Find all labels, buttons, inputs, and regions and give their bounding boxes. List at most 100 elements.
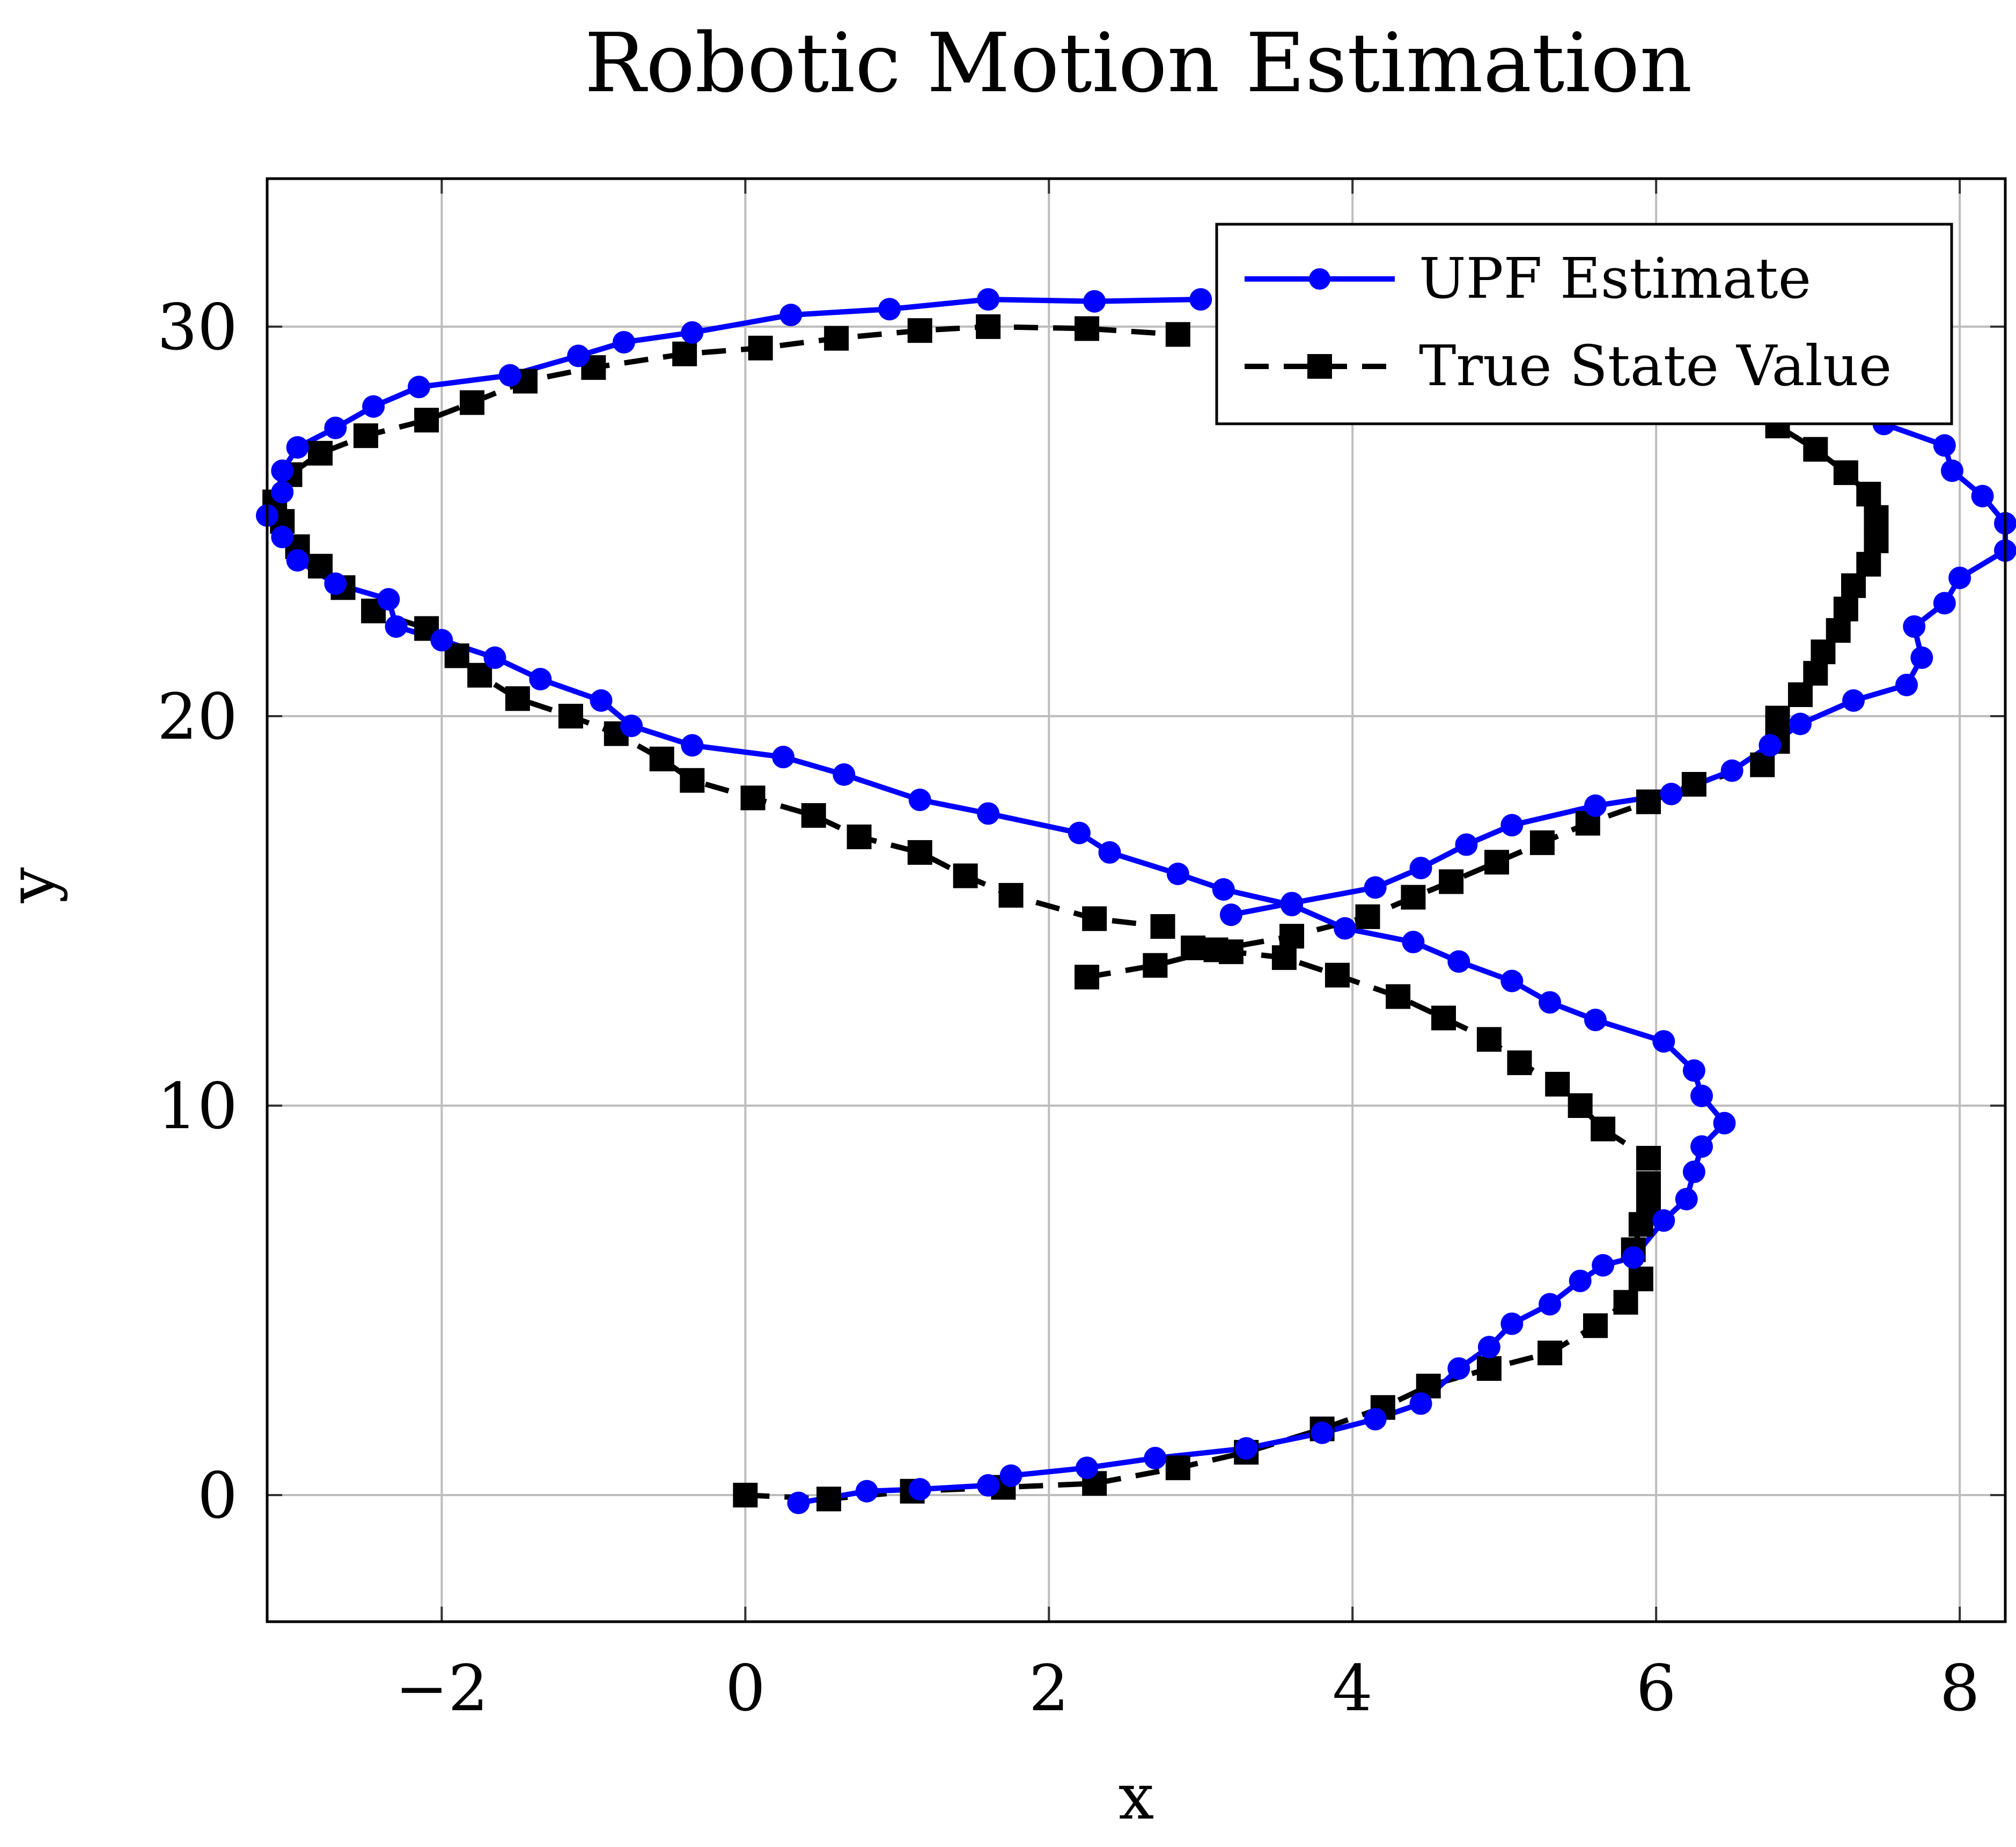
true-state-point bbox=[1165, 1455, 1190, 1481]
true-state-point bbox=[1636, 789, 1661, 814]
plot-frame bbox=[266, 177, 2007, 1623]
true-state-point bbox=[1325, 962, 1350, 988]
upf-point bbox=[1720, 759, 1743, 782]
true-state-point bbox=[1864, 505, 1889, 530]
true-state-point bbox=[414, 408, 439, 433]
true-state-point bbox=[1636, 1146, 1661, 1171]
y-axis-label: y bbox=[0, 867, 69, 903]
upf-point bbox=[1675, 1188, 1698, 1211]
true-state-point bbox=[1841, 573, 1866, 598]
upf-point bbox=[1842, 689, 1865, 712]
true-state-line-1 bbox=[271, 323, 1651, 1502]
upf-point bbox=[377, 588, 400, 611]
upf-point bbox=[1409, 1392, 1432, 1415]
upf-point bbox=[1539, 1293, 1562, 1316]
true-state-point bbox=[467, 663, 492, 688]
y-tick-label: 30 bbox=[157, 290, 238, 364]
true-state-point bbox=[1591, 1116, 1616, 1142]
true-state-point bbox=[816, 1487, 841, 1512]
true-state-point bbox=[649, 746, 674, 771]
legend-label-true: True State Value bbox=[1419, 333, 1892, 399]
true-state-point bbox=[907, 840, 932, 865]
true-state-point bbox=[1203, 937, 1228, 962]
upf-point bbox=[1660, 783, 1683, 806]
upf-point bbox=[1364, 876, 1387, 899]
y-tick-label: 0 bbox=[197, 1459, 238, 1533]
upf-point bbox=[567, 344, 590, 367]
upf-point bbox=[1402, 931, 1425, 954]
upf-point bbox=[1281, 892, 1304, 915]
true-state-point bbox=[1833, 460, 1858, 485]
upf-point bbox=[1455, 833, 1478, 856]
true-state-point bbox=[1628, 1267, 1653, 1292]
x-tick-label: −2 bbox=[395, 1651, 488, 1725]
true-state-point bbox=[1355, 904, 1380, 929]
upf-point bbox=[1759, 734, 1782, 757]
upf-point bbox=[878, 298, 901, 321]
upf-line-2 bbox=[1230, 421, 2008, 918]
true-state-point bbox=[1583, 1313, 1608, 1338]
upf-point bbox=[681, 734, 704, 757]
upf-point bbox=[324, 572, 347, 595]
true-state-line-2 bbox=[1086, 423, 1879, 980]
true-state-point bbox=[1545, 1072, 1570, 1097]
upf-point bbox=[1447, 1357, 1470, 1380]
x-tick-label: 8 bbox=[1940, 1651, 1980, 1725]
upf-point bbox=[612, 330, 635, 354]
true-state-point bbox=[1181, 935, 1206, 960]
x-tick-label: 0 bbox=[725, 1651, 766, 1725]
true-state-point bbox=[748, 335, 773, 360]
upf-point bbox=[1311, 1421, 1334, 1444]
upf-point bbox=[620, 715, 643, 738]
upf-point bbox=[1083, 290, 1106, 313]
true-state-point bbox=[460, 390, 485, 415]
upf-point bbox=[1500, 969, 1524, 992]
true-state-point bbox=[1803, 661, 1828, 686]
upf-point bbox=[1682, 1160, 1705, 1183]
upf-point bbox=[529, 667, 552, 690]
true-state-point bbox=[1075, 316, 1100, 341]
upf-point bbox=[1903, 615, 1926, 638]
true-state-point bbox=[1082, 906, 1107, 931]
upf-point bbox=[999, 1464, 1022, 1487]
upf-point bbox=[1592, 1254, 1615, 1277]
upf-point bbox=[324, 416, 347, 439]
x-tick-label: 2 bbox=[1029, 1651, 1069, 1725]
upf-point bbox=[833, 763, 856, 786]
upf-point bbox=[498, 364, 521, 387]
upf-point bbox=[286, 436, 309, 459]
y-tick-label: 10 bbox=[157, 1069, 238, 1143]
upf-point bbox=[1910, 646, 1933, 669]
true-state-point bbox=[1856, 551, 1881, 577]
upf-point bbox=[1682, 1059, 1705, 1082]
true-state-point bbox=[1537, 1341, 1563, 1366]
upf-point bbox=[1584, 794, 1607, 817]
upf-point bbox=[1713, 1112, 1736, 1135]
upf-point bbox=[772, 746, 795, 769]
upf-point bbox=[483, 646, 506, 669]
upf-point bbox=[1933, 434, 1956, 457]
true-state-point bbox=[1431, 1005, 1456, 1031]
x-tick-label: 4 bbox=[1333, 1651, 1373, 1725]
true-state-point bbox=[1484, 850, 1510, 875]
upf-point bbox=[1652, 1030, 1675, 1053]
ticks: −2 0 2 4 6 8 0 10 20 30 bbox=[157, 179, 2005, 1725]
upf-point bbox=[1789, 712, 1812, 735]
upf-point bbox=[977, 1474, 1000, 1497]
upf-point bbox=[681, 321, 704, 344]
legend-label-upf: UPF Estimate bbox=[1419, 246, 1811, 311]
upf-point bbox=[286, 549, 309, 572]
true-state-point bbox=[1439, 869, 1464, 894]
upf-point bbox=[1895, 673, 1918, 696]
upf-point bbox=[1500, 814, 1524, 837]
upf-point bbox=[1409, 857, 1432, 880]
true-state-point bbox=[847, 825, 872, 850]
true-state-point bbox=[998, 882, 1024, 908]
upf-point bbox=[1068, 821, 1091, 844]
true-state-point bbox=[1165, 322, 1190, 347]
upf-point bbox=[1144, 1447, 1167, 1470]
true-state-point bbox=[505, 686, 530, 711]
upf-point bbox=[590, 689, 613, 712]
upf-point bbox=[779, 304, 803, 327]
